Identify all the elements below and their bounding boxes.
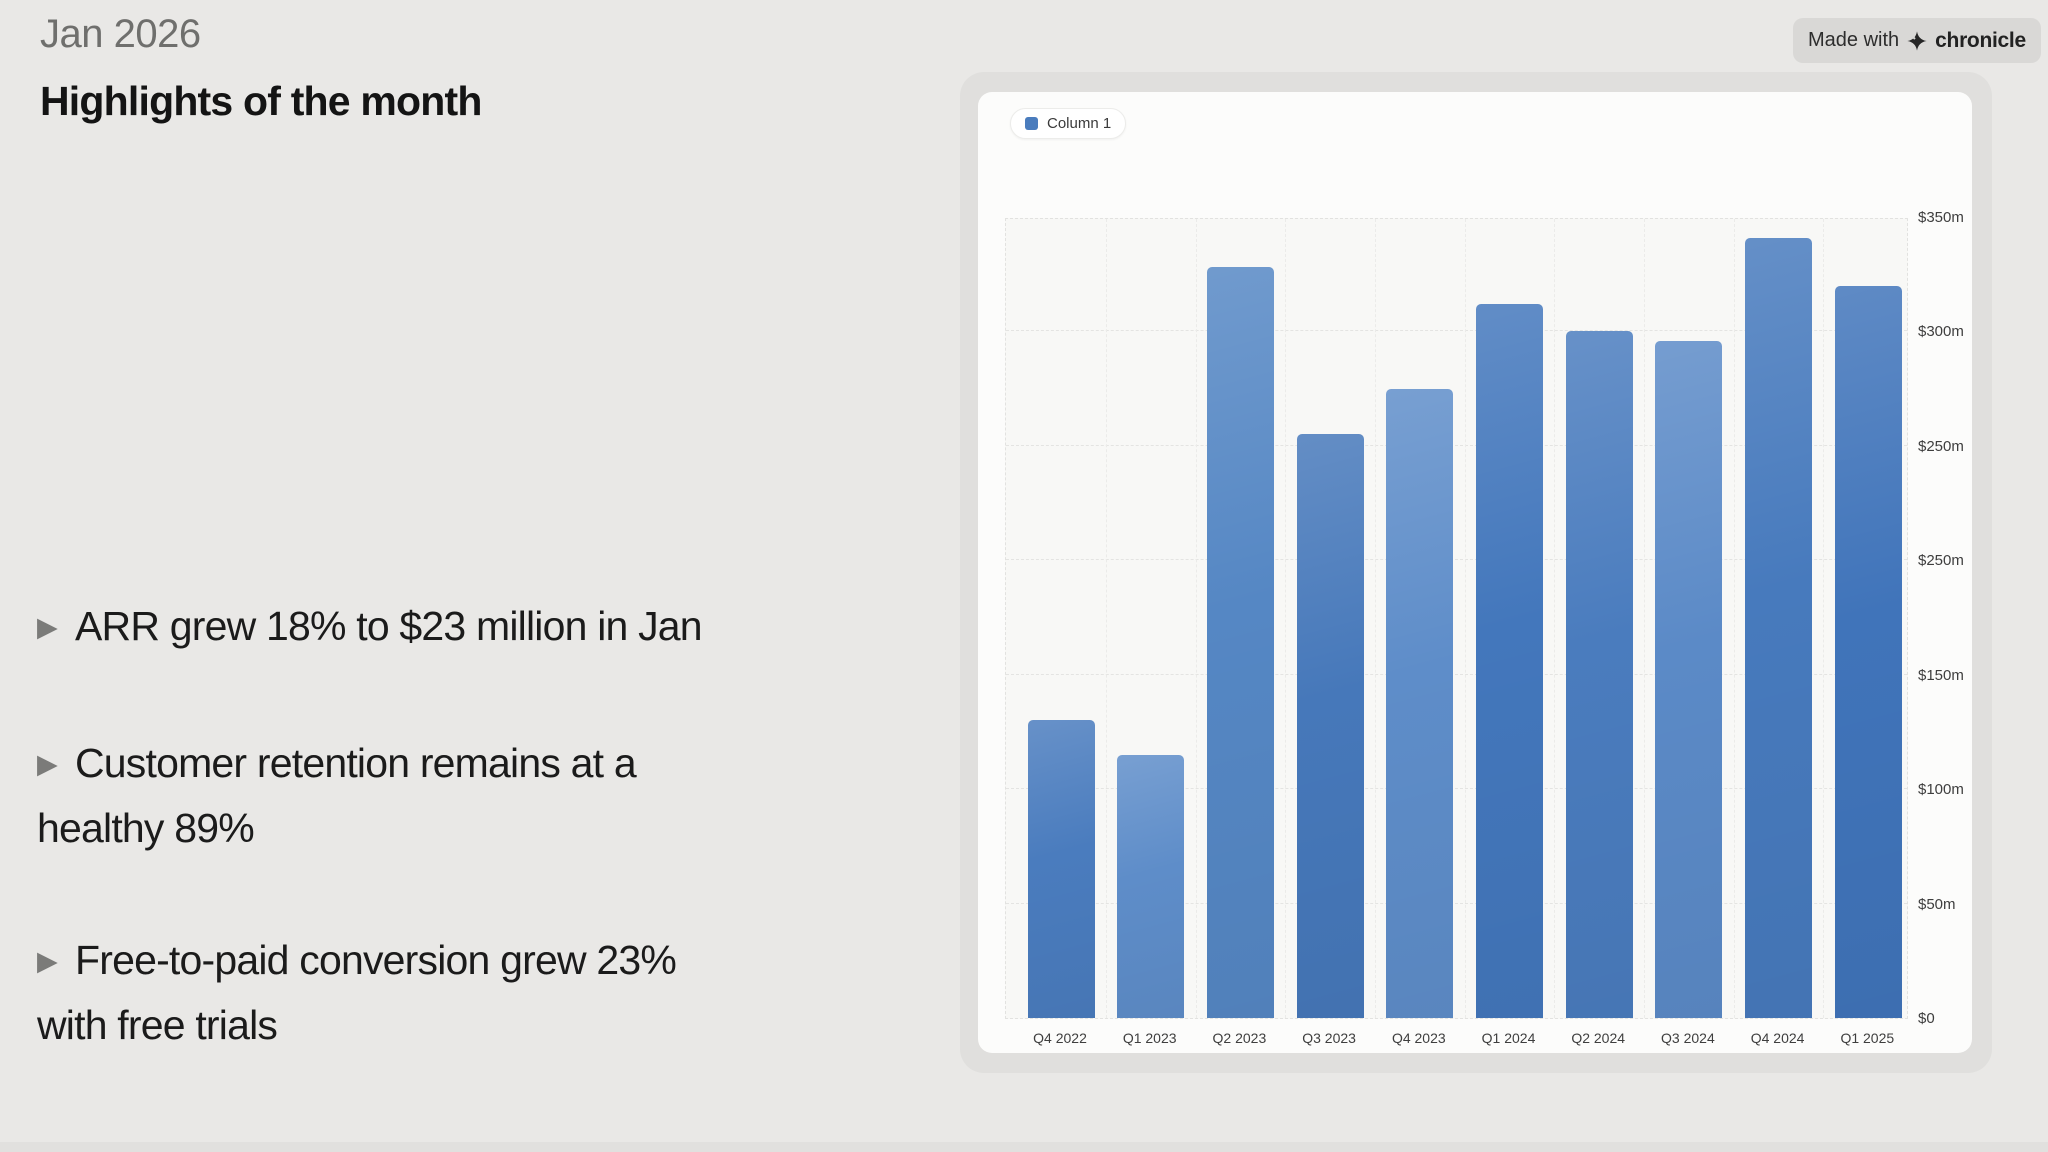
gridline-horizontal (1006, 902, 1907, 904)
bar-q3-2024[interactable] (1655, 341, 1723, 1018)
legend-swatch (1025, 117, 1038, 130)
x-axis-tick-label: Q4 2024 (1750, 1030, 1805, 1046)
made-with-chronicle-badge[interactable]: Made with chronicle (1793, 18, 2041, 63)
y-axis-tick-label: $350m (1918, 209, 1964, 226)
bullet-text: Customer retention remains at a (74, 740, 637, 786)
x-axis-tick-label: Q1 2025 (1840, 1030, 1895, 1046)
gridline-vertical (1374, 219, 1376, 1018)
bullet-text: ARR grew 18% to $23 million in Jan (74, 603, 703, 649)
gridline-vertical (1644, 219, 1646, 1018)
bullet-arrow-icon: ▶ (37, 946, 58, 976)
slide-date: Jan 2026 (40, 12, 201, 56)
bar-q4-2022[interactable] (1027, 720, 1095, 1018)
gridline-vertical (1554, 219, 1556, 1018)
y-axis-tick-label: $50m (1918, 895, 1956, 913)
plot-area (1005, 218, 1908, 1019)
chart-widget-container: Column 1 $0 $50m $100m $150m $250m $250m $300m… (960, 72, 1992, 1073)
bar-q1-2024[interactable] (1476, 304, 1543, 1018)
x-axis-tick-label: Q4 2023 (1391, 1030, 1446, 1046)
bar-q2-2024[interactable] (1565, 331, 1633, 1018)
bar-q4-2024[interactable] (1745, 238, 1813, 1018)
page-title: Highlights of the month (40, 78, 482, 124)
bullet-text: Free-to-paid conversion grew 23% (74, 937, 677, 983)
bullet-arrow-icon: ▶ (37, 749, 58, 779)
bullet-arrow-icon: ▶ (37, 612, 58, 642)
x-axis-tick-label: Q3 2024 (1661, 1030, 1715, 1046)
gridline-vertical (1105, 219, 1107, 1018)
sparkle-icon (1906, 30, 1928, 52)
list-item: ▶ Customer retention remains at a healthy … (37, 733, 837, 858)
list-item: ▶ ARR grew 18% to $23 million in Jan (37, 596, 837, 661)
y-axis-tick-label: $150m (1918, 666, 1964, 684)
bottom-strip (0, 1142, 2048, 1152)
bullet-text: healthy 89% (37, 805, 255, 851)
gridline-horizontal (1006, 788, 1907, 790)
gridline-vertical (1285, 219, 1287, 1018)
bar-q4-2023[interactable] (1386, 389, 1454, 1018)
gridline-vertical (1195, 219, 1197, 1018)
gridline-vertical (1733, 219, 1735, 1018)
bar-q1-2023[interactable] (1117, 755, 1185, 1018)
x-axis-tick-label: Q2 2024 (1571, 1030, 1626, 1046)
x-axis-tick-label: Q1 2024 (1481, 1030, 1536, 1046)
gridline-horizontal (1006, 559, 1907, 561)
y-axis-tick-label: $300m (1918, 323, 1964, 341)
badge-brand-label: chronicle (1935, 28, 2026, 52)
bar-q2-2023[interactable] (1206, 267, 1274, 1018)
gridline-vertical (1464, 219, 1466, 1018)
bullet-list: ▶ ARR grew 18% to $23 million in Jan ▶ Cust… (37, 596, 837, 1127)
legend-label: Column 1 (1047, 115, 1112, 132)
x-axis-tick-label: Q4 2022 (1033, 1030, 1087, 1046)
x-axis-tick-label: Q3 2023 (1302, 1030, 1356, 1046)
bullet-text: with free trials (37, 1002, 278, 1048)
chart-panel: Column 1 $0 $50m $100m $150m $250m $250m $300m… (978, 92, 1972, 1053)
bar-q3-2023[interactable] (1296, 434, 1364, 1018)
gridline-vertical (1823, 219, 1825, 1018)
x-axis-tick-label: Q1 2023 (1122, 1030, 1177, 1046)
x-axis-tick-label: Q2 2023 (1212, 1030, 1267, 1046)
y-axis-tick-label: $0 (1918, 1010, 1935, 1027)
badge-prefix-label: Made with (1808, 29, 1900, 51)
chart-legend[interactable]: Column 1 (1010, 108, 1127, 139)
gridline-horizontal (1006, 673, 1907, 675)
y-axis-tick-label: $250m (1918, 437, 1964, 455)
gridline-horizontal (1006, 444, 1907, 446)
y-axis-tick-label: $250m (1918, 552, 1964, 570)
gridline-horizontal (1006, 330, 1907, 332)
list-item: ▶ Free-to-paid conversion grew 23% with fr… (37, 930, 837, 1055)
bar-q1-2025[interactable] (1834, 286, 1902, 1018)
y-axis-tick-label: $100m (1918, 781, 1964, 799)
